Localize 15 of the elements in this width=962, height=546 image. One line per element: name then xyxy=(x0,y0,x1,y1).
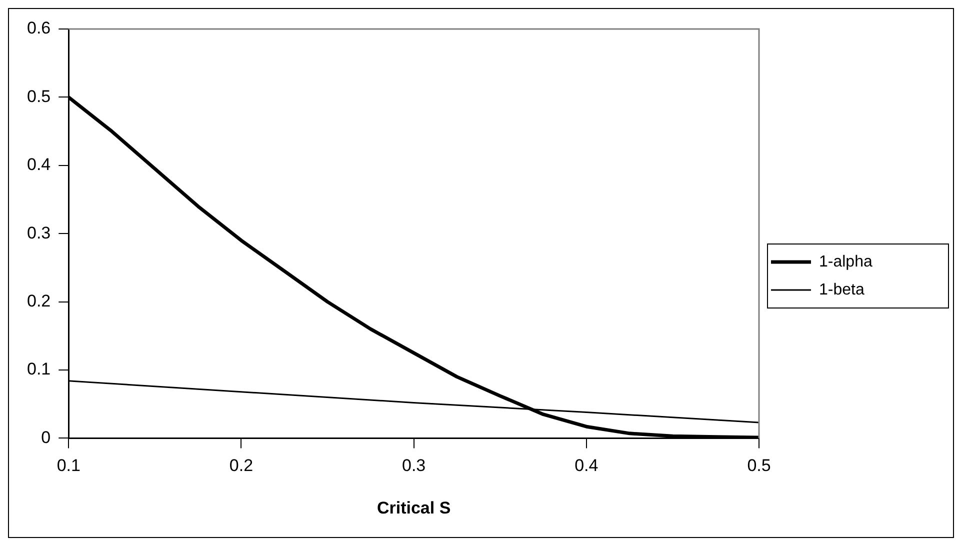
x-axis-title: Critical S xyxy=(376,498,451,518)
x-tick-label: 0.1 xyxy=(56,456,80,476)
legend-label: 1-alpha xyxy=(819,253,872,270)
x-tick-label: 0.3 xyxy=(402,456,426,476)
x-tick-label: 0.2 xyxy=(229,456,254,476)
x-tick-label: 0.5 xyxy=(747,456,771,476)
y-tick-label: 0.5 xyxy=(26,86,51,106)
y-tick-label: 0.4 xyxy=(26,155,51,174)
y-tick-label: 0 xyxy=(41,428,51,447)
y-tick-label: 0.6 xyxy=(26,18,51,38)
x-tick-label: 0.4 xyxy=(574,456,598,476)
y-tick-label: 0.2 xyxy=(26,291,51,310)
y-tick-label: 0.3 xyxy=(26,223,51,242)
legend-label: 1-beta xyxy=(819,281,864,298)
y-tick-label: 0.1 xyxy=(26,360,51,379)
